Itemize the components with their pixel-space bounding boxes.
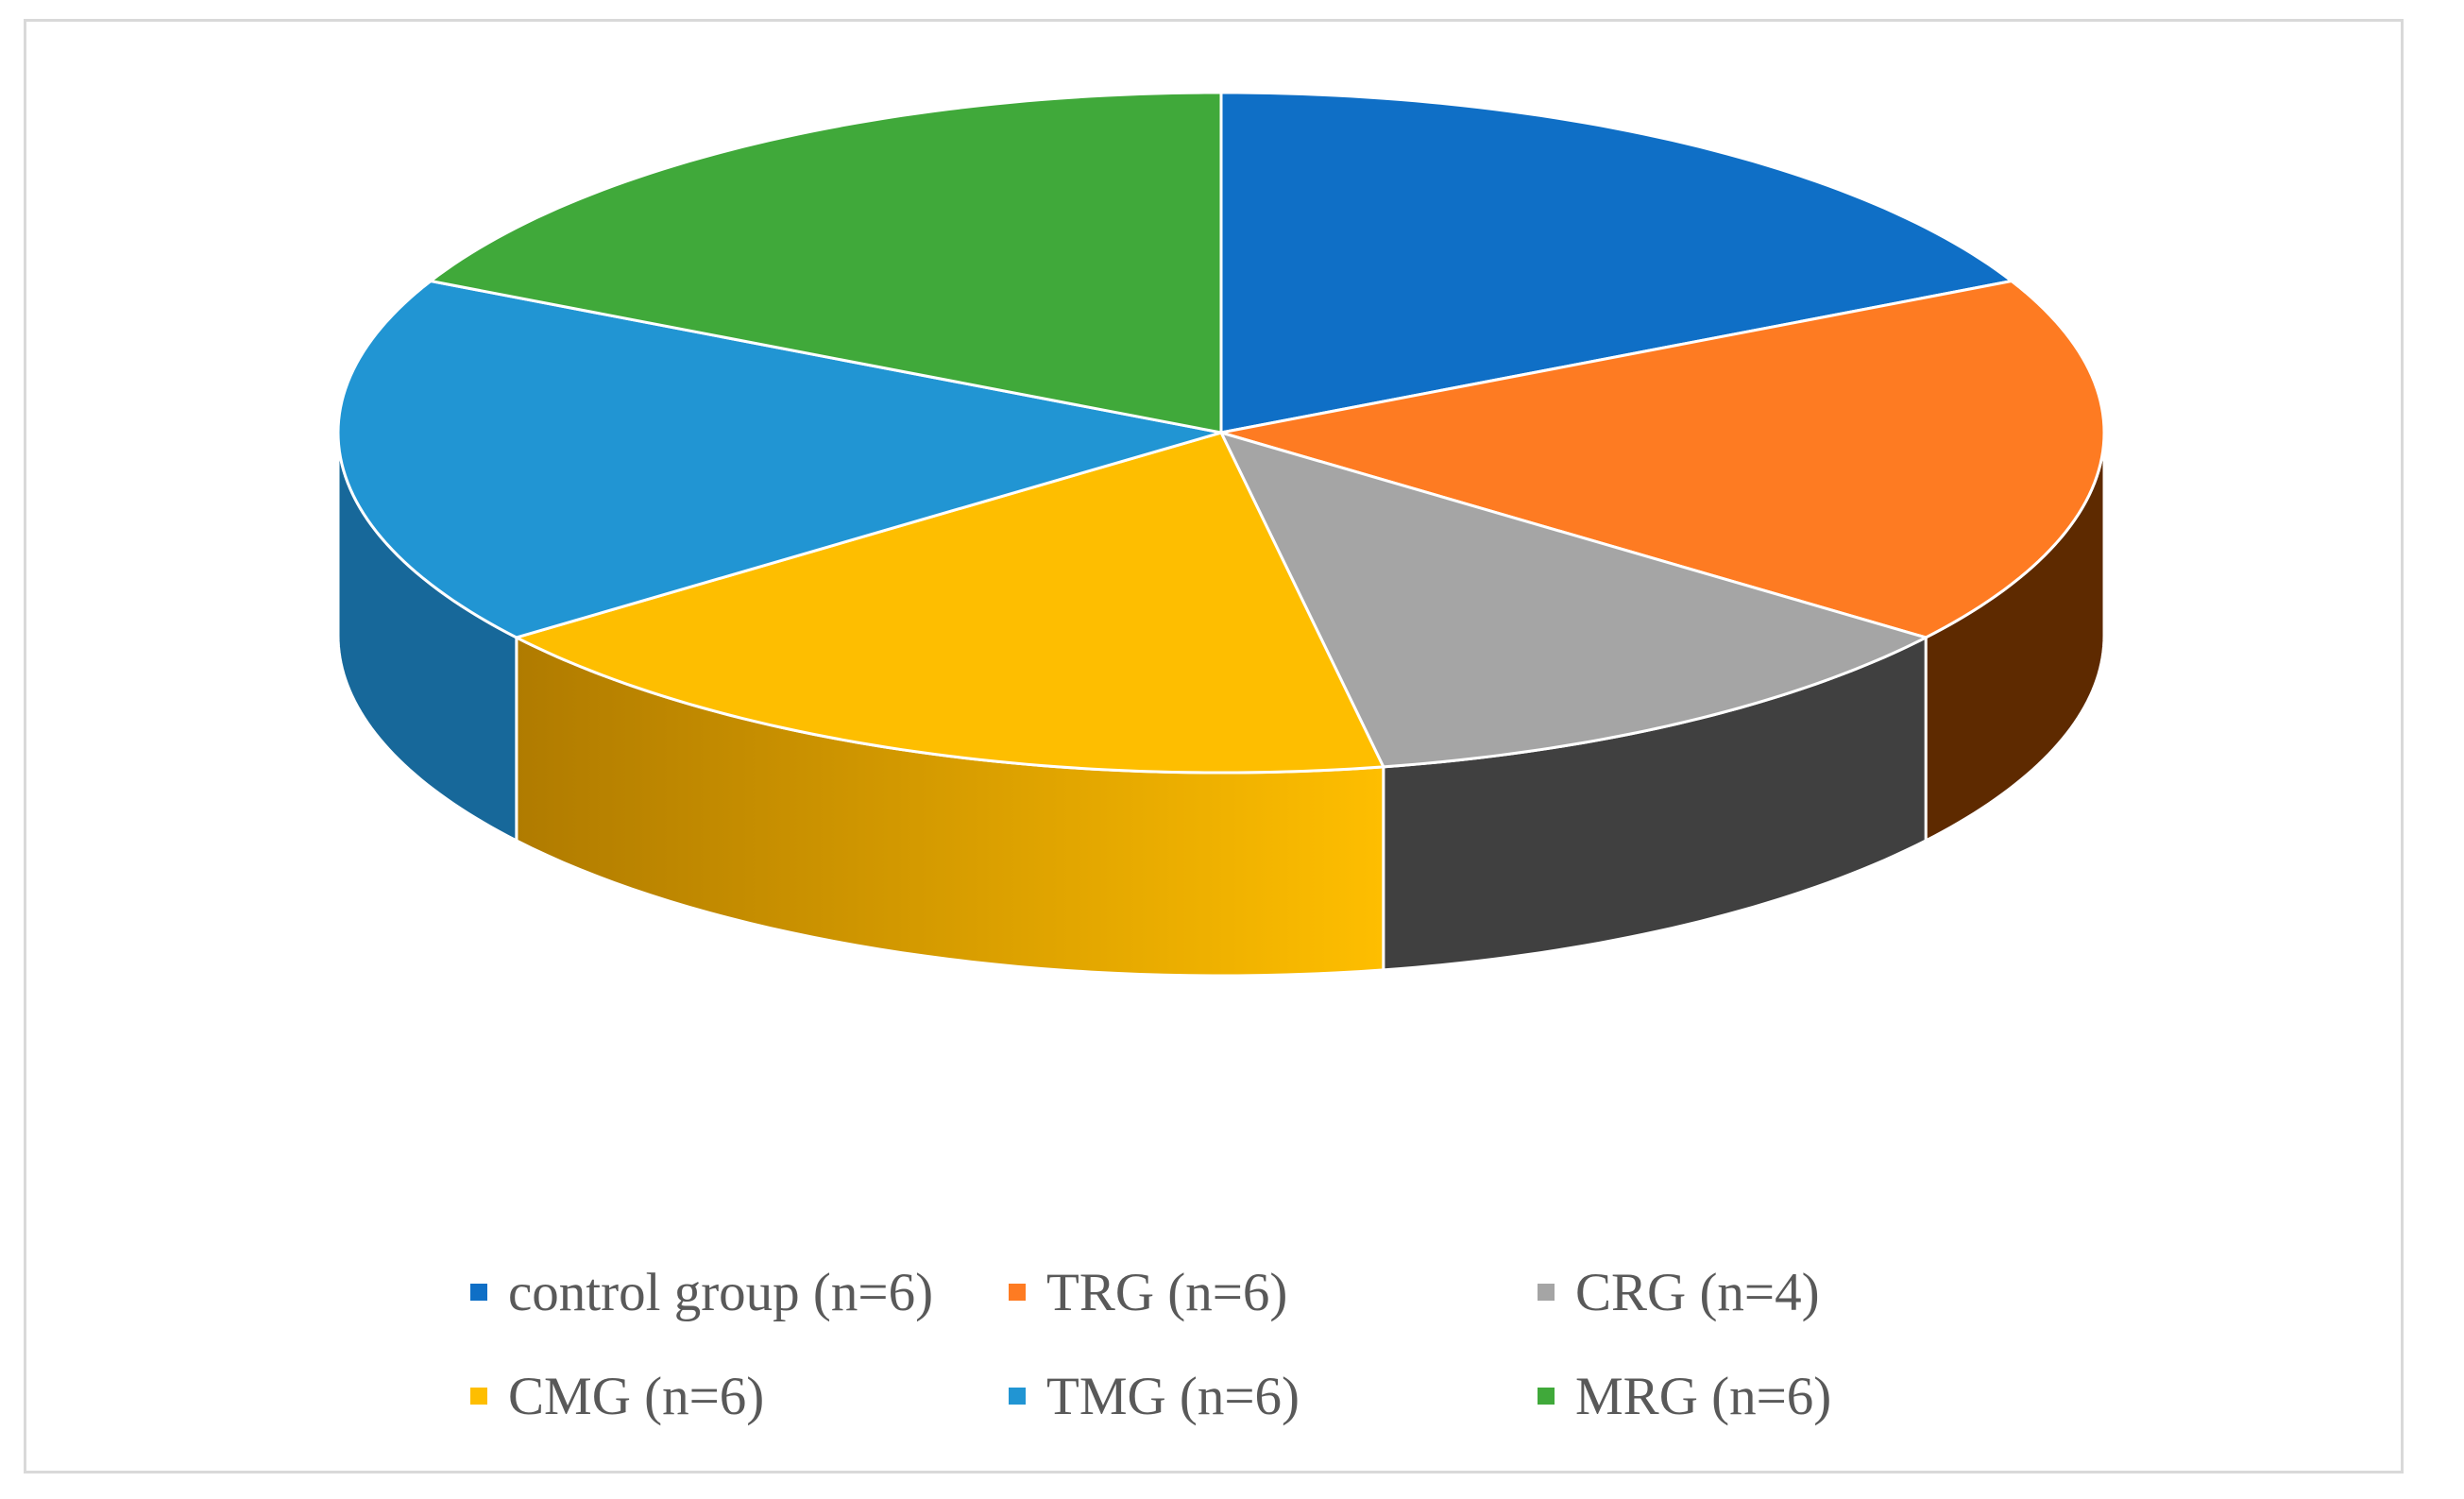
legend-item-control-group: control group (n=6) — [470, 1259, 1009, 1325]
legend-label: CRG (n=4) — [1575, 1262, 1820, 1322]
pie-top-faces — [336, 91, 2106, 775]
legend-label: control group (n=6) — [508, 1262, 934, 1322]
pie-chart — [336, 91, 2106, 978]
pie-slice-mrg — [429, 91, 1223, 434]
pie-slice-crg — [1219, 431, 1928, 769]
legend-item-mrg: MRG (n=6) — [1538, 1363, 2076, 1429]
pie-side-faces — [336, 432, 2106, 978]
chart-frame: control group (n=6) TRG (n=6) CRG (n=4) CMG… — [24, 19, 2404, 1473]
pie-slice-cmg — [515, 431, 1385, 775]
pie-slice-tmg — [336, 280, 1223, 639]
legend-swatch — [470, 1284, 487, 1301]
legend-item-trg: TRG (n=6) — [1009, 1259, 1538, 1325]
legend-item-tmg: TMG (n=6) — [1009, 1363, 1538, 1429]
legend-swatch — [470, 1388, 487, 1405]
pie-slice-trg — [1219, 280, 2106, 639]
legend-label: TRG (n=6) — [1046, 1262, 1288, 1322]
legend-label: CMG (n=6) — [508, 1366, 765, 1426]
legend-label: TMG (n=6) — [1046, 1366, 1300, 1426]
legend: control group (n=6) TRG (n=6) CRG (n=4) CMG… — [470, 1259, 2076, 1429]
pie-slice-control-group — [1219, 91, 2014, 434]
legend-swatch — [1538, 1388, 1555, 1405]
legend-item-crg: CRG (n=4) — [1538, 1259, 2076, 1325]
legend-swatch — [1009, 1388, 1026, 1405]
legend-swatch — [1009, 1284, 1026, 1301]
legend-item-cmg: CMG (n=6) — [470, 1363, 1009, 1429]
legend-swatch — [1538, 1284, 1555, 1301]
legend-label: MRG (n=6) — [1575, 1366, 1832, 1426]
